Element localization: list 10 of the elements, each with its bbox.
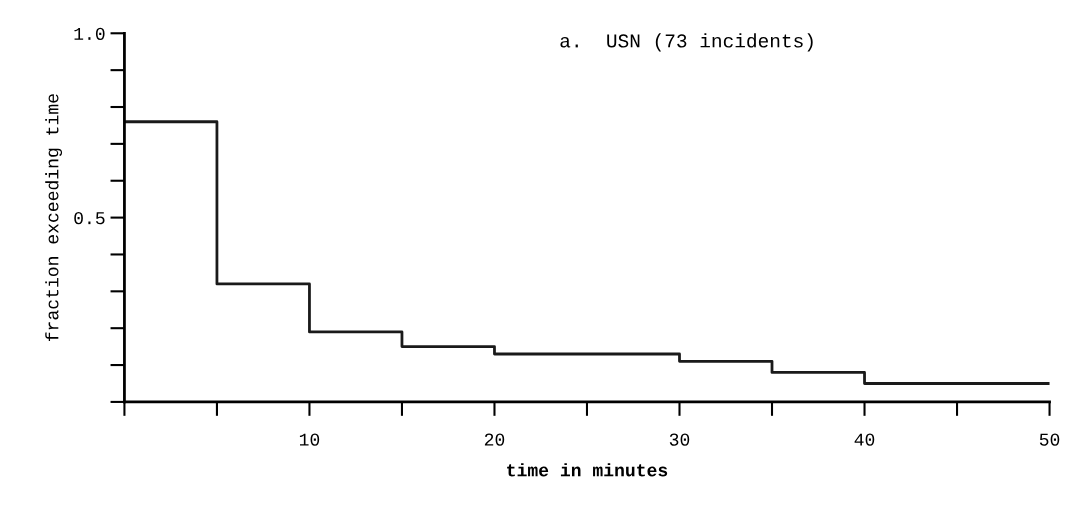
x-tick-label: 30 <box>669 433 690 446</box>
x-axis-title: time in minutes <box>507 463 668 477</box>
x-tick-label: 40 <box>854 433 875 446</box>
chart-title: a. USN (73 incidents) <box>560 33 813 52</box>
y-tick-label: 0.5 <box>74 212 105 225</box>
x-tick-label: 20 <box>484 433 505 446</box>
x-tick-label: 50 <box>1039 433 1060 446</box>
x-tick-label: 10 <box>299 433 320 446</box>
y-tick-label: 1.0 <box>74 27 105 40</box>
y-axis-title: fraction exceeding time <box>45 94 63 341</box>
